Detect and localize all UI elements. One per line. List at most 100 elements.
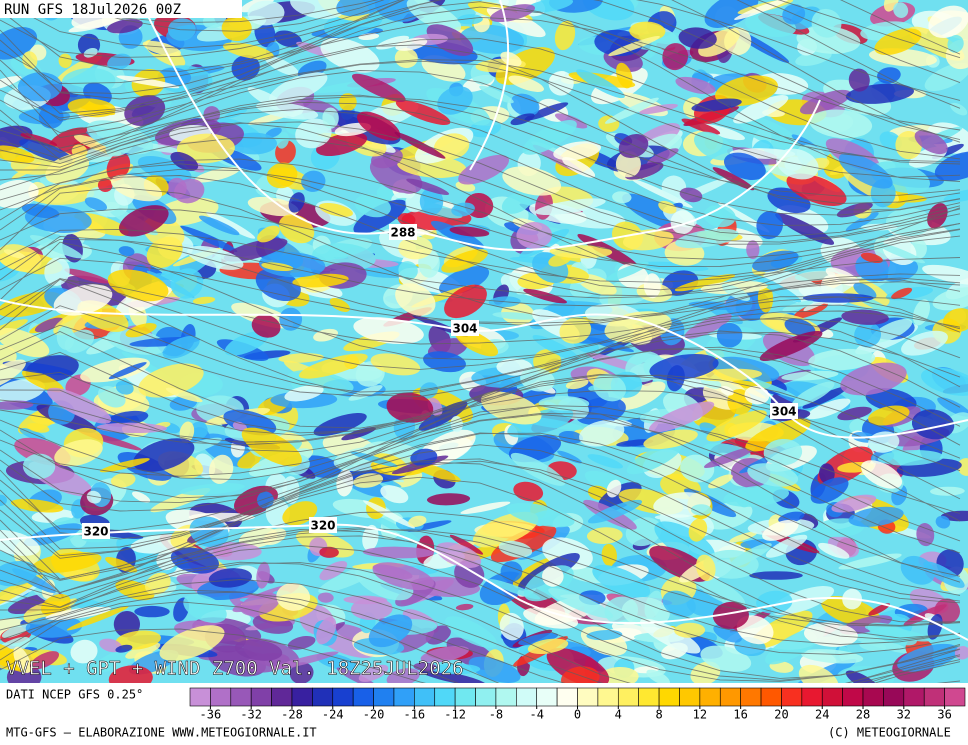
streamline: [0, 238, 961, 307]
vvel-patch: [492, 312, 539, 320]
vvel-patch: [208, 454, 234, 484]
header-box: [0, 0, 242, 18]
streamline: [0, 278, 961, 397]
vvel-patch: [0, 125, 33, 153]
streamline: [0, 390, 961, 472]
vvel-patch: [398, 261, 418, 280]
vvel-patch: [336, 0, 393, 17]
vvel-patch: [848, 506, 904, 527]
vvel-patch: [943, 188, 968, 203]
streamline: [0, 1, 961, 182]
vvel-patch: [762, 519, 799, 541]
vvel-patch: [690, 661, 721, 683]
vvel-patch: [313, 412, 367, 437]
vvel-patch: [266, 162, 298, 189]
vvel-patch: [125, 642, 161, 659]
vvel-patch: [353, 473, 384, 488]
vvel-patch: [439, 266, 490, 295]
vvel-patch: [329, 298, 350, 312]
vvel-patch: [796, 26, 861, 54]
vvel-patch: [746, 240, 760, 260]
colorbar-swatch: [414, 687, 436, 707]
vvel-patch: [162, 336, 200, 359]
vvel-patch: [276, 582, 311, 611]
streamline: [0, 241, 961, 361]
streamline: [0, 175, 961, 297]
vvel-patch: [170, 151, 199, 171]
vvel-patch: [532, 335, 579, 361]
colorbar-swatch: [271, 687, 293, 707]
vvel-patch: [865, 388, 917, 412]
vvel-patch: [582, 0, 635, 21]
streamline: [0, 432, 961, 577]
vvel-patch: [554, 20, 576, 51]
vvel-patch: [957, 458, 968, 476]
vvel-patch: [0, 75, 22, 92]
colorbar-swatch: [189, 687, 211, 707]
vvel-patch: [336, 667, 380, 683]
vvel-patch: [778, 511, 805, 524]
vvel-patch: [247, 196, 299, 217]
vvel-patch: [395, 283, 436, 316]
streamline: [0, 137, 961, 245]
vvel-patch: [107, 269, 169, 302]
colorbar-swatch: [923, 687, 945, 707]
vvel-patch: [29, 234, 83, 259]
vvel-patch: [507, 407, 574, 438]
streamline: [0, 373, 961, 522]
vvel-patch: [158, 67, 192, 86]
vvel-patch: [138, 363, 204, 398]
streamline: [0, 527, 961, 645]
streamline: [0, 60, 961, 178]
vvel-patch: [680, 454, 715, 483]
vvel-patch: [44, 257, 70, 286]
vvel-patch: [860, 460, 903, 489]
vvel-patch: [501, 192, 532, 214]
vvel-patch: [704, 0, 759, 28]
vvel-patch: [241, 427, 302, 467]
vvel-patch: [860, 252, 883, 264]
colorbar-tick-label: 12: [693, 708, 707, 722]
vvel-patch: [666, 365, 685, 392]
vvel-patch: [22, 453, 56, 480]
vvel-patch: [715, 75, 778, 107]
vvel-patch: [508, 75, 544, 92]
vvel-patch: [618, 134, 649, 158]
vvel-patch: [134, 605, 170, 618]
contour-296: [469, 0, 510, 171]
vvel-patch: [351, 73, 406, 103]
vvel-patch: [745, 13, 797, 38]
copyright-label: (C) METEOGIORNALE: [828, 726, 951, 740]
contour-label: 304: [771, 405, 796, 419]
colorbar-swatch: [373, 687, 395, 707]
vvel-patch: [806, 398, 851, 420]
vvel-patch: [457, 14, 483, 25]
contour-label: 320: [310, 519, 335, 533]
vvel-patch: [932, 287, 968, 311]
vvel-patch: [380, 485, 409, 504]
streamline: [0, 235, 961, 327]
vvel-patch: [670, 210, 695, 235]
colorbar-swatch: [495, 687, 517, 707]
vvel-patch: [173, 178, 205, 204]
vvel-patch: [837, 406, 872, 421]
vvel-patch: [831, 494, 877, 513]
streamline: [0, 108, 961, 238]
vvel-patch: [295, 118, 332, 149]
streamline: [0, 579, 961, 683]
colorbar-swatch: [760, 687, 782, 707]
colorbar-swatch: [393, 687, 415, 707]
vvel-patch: [10, 498, 64, 513]
vvel-patch: [368, 614, 413, 648]
vvel-patch: [662, 43, 689, 71]
vvel-patch: [649, 353, 719, 381]
vvel-patch: [370, 353, 421, 376]
source-label: DATI NCEP GFS 0.25°: [6, 688, 143, 702]
contour-label-bg: [82, 523, 110, 539]
streamline: [0, 535, 961, 655]
streamline: [0, 94, 961, 216]
vvel-patch: [190, 421, 208, 440]
colorbar-swatch: [719, 687, 741, 707]
colorbar-tick-label: -36: [200, 708, 222, 722]
